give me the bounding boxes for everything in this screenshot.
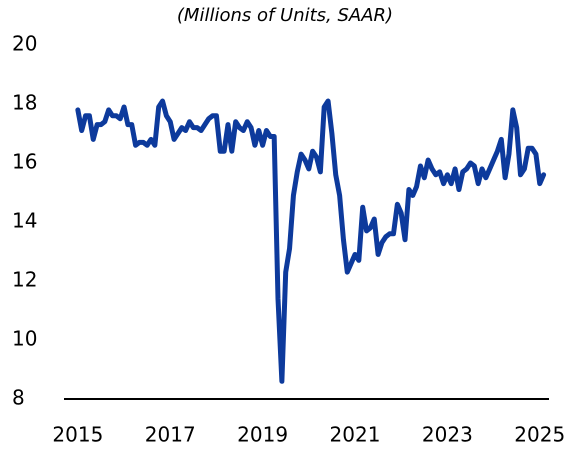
- chart-subtitle: (Millions of Units, SAAR): [177, 5, 393, 26]
- y-tick-label: 12: [12, 268, 37, 292]
- data-line: [75, 98, 547, 384]
- x-tick-label: 2017: [145, 423, 196, 447]
- y-tick-label: 14: [12, 209, 37, 233]
- y-tick-label: 18: [12, 91, 37, 115]
- y-tick-label: 8: [12, 386, 25, 410]
- x-tick-label: 2021: [330, 423, 381, 447]
- y-tick-label: 16: [12, 150, 37, 174]
- x-tick-label: 2015: [52, 423, 103, 447]
- y-tick-label: 10: [12, 327, 37, 351]
- x-tick-label: 2023: [422, 423, 473, 447]
- x-tick-label: 2025: [514, 423, 565, 447]
- x-tick-label: 2019: [237, 423, 288, 447]
- y-tick-label: 20: [12, 32, 37, 56]
